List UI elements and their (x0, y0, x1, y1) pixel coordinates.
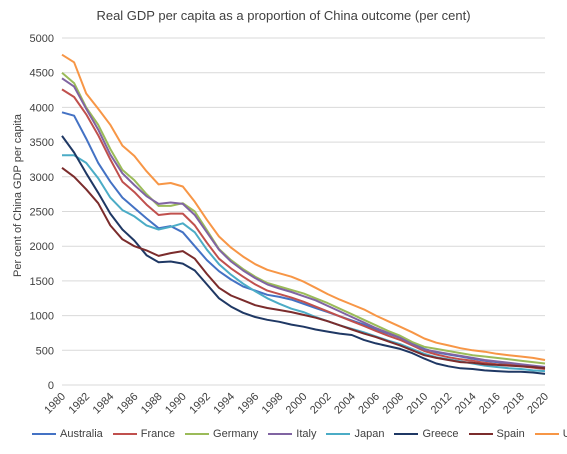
series-line-germany (61, 71, 546, 365)
x-tick-label: 2010 (405, 391, 431, 417)
legend-swatch (185, 433, 210, 435)
legend-label: USA (562, 428, 567, 440)
x-tick-label: 1992 (187, 391, 213, 417)
y-tick-label: 1500 (30, 276, 54, 288)
legend-label: Greece (422, 428, 459, 440)
x-tick-label: 1994 (211, 391, 237, 417)
series-line-spain (61, 166, 546, 370)
x-tick-label: 1984 (91, 391, 117, 417)
y-tick-label: 3500 (30, 137, 54, 149)
x-tick-label: 1980 (42, 391, 68, 417)
y-tick-label: 1000 (30, 311, 54, 323)
x-tick-label: 1996 (236, 391, 262, 417)
x-tick-label: 2018 (501, 391, 527, 417)
x-tick-label: 1988 (139, 391, 165, 417)
legend-label: Australia (60, 428, 103, 440)
legend-item-italy: Italy (268, 428, 316, 440)
x-tick-label: 2006 (356, 391, 382, 417)
legend-label: Spain (496, 428, 525, 440)
chart-title: Real GDP per capita as a proportion of C… (96, 8, 471, 23)
legend: Australia France Germany Italy Japan Greece Sp… (32, 428, 567, 440)
legend-item-usa: USA (534, 428, 567, 440)
legend-label: Italy (296, 428, 317, 440)
y-tick-label: 0 (48, 380, 54, 392)
legend-swatch (394, 433, 419, 435)
x-tick-label: 2016 (477, 391, 503, 417)
legend-label: Japan (354, 428, 385, 440)
x-tick-label: 2002 (308, 391, 334, 417)
legend-label: France (140, 428, 176, 440)
legend-item-spain: Spain (468, 428, 525, 440)
x-tick-label: 1986 (115, 391, 141, 417)
x-tick-label: 1998 (260, 391, 286, 417)
legend-item-australia: Australia (32, 428, 103, 440)
y-tick-label: 3000 (30, 172, 54, 184)
legend-label: Germany (213, 428, 259, 440)
legend-swatch (112, 433, 137, 435)
x-tick-label: 2000 (284, 391, 310, 417)
legend-swatch (32, 433, 56, 435)
y-tick-label: 5000 (30, 33, 54, 45)
legend-item-germany: Germany (185, 428, 258, 440)
x-tick-label: 1990 (163, 391, 189, 417)
legend-item-japan: Japan (326, 428, 384, 440)
series-line-france (61, 88, 546, 370)
legend-swatch (268, 433, 293, 435)
series-line-usa (61, 53, 546, 361)
y-tick-label: 2000 (30, 241, 54, 253)
legend-swatch (468, 433, 493, 435)
series-line-japan (62, 154, 546, 373)
x-tick-label: 2012 (429, 391, 455, 417)
x-tick-label: 2004 (332, 391, 358, 417)
y-tick-label: 2500 (30, 207, 54, 219)
y-tick-label: 4500 (30, 68, 54, 80)
legend-item-greece: Greece (394, 428, 459, 440)
legend-swatch (326, 433, 351, 435)
series-line-italy (61, 77, 546, 368)
y-tick-label: 4000 (30, 102, 54, 114)
legend-swatch (534, 433, 559, 435)
x-tick-label: 2008 (380, 391, 406, 417)
series-line-greece (61, 135, 546, 375)
x-tick-label: 2014 (453, 391, 479, 417)
y-tick-label: 500 (36, 345, 54, 357)
x-tick-label: 2020 (525, 391, 551, 417)
legend-item-france: France (112, 428, 176, 440)
x-tick-label: 1982 (66, 391, 92, 417)
